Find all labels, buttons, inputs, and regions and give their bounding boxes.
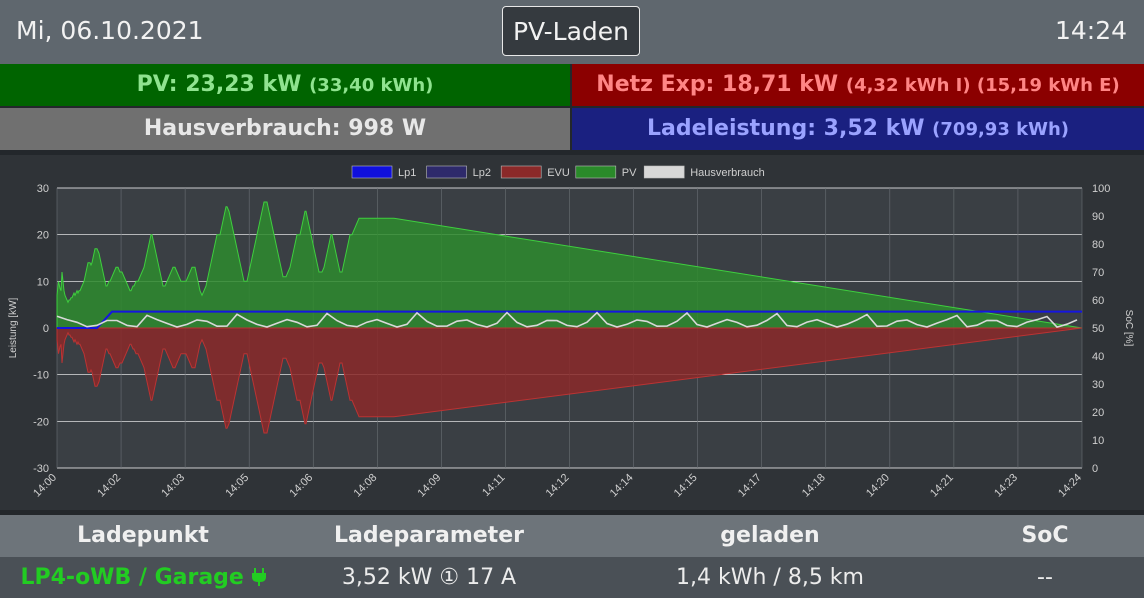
y-tick-right: 0 [1092,463,1098,475]
header-ladeparameter: Ladeparameter [334,523,524,548]
date-label: Mi, 06.10.2021 [16,16,204,45]
x-tick: 14:18 [800,472,828,500]
x-tick: 14:09 [416,472,444,500]
legend-swatch [351,165,393,179]
charged-amount: 1,4 kWh / 8,5 km [676,565,864,590]
power-chart-svg: 3020100-10-20-30100908070605040302010014… [8,165,1134,500]
y-tick-right: 20 [1092,407,1104,419]
legend-label: Hausverbrauch [690,167,765,179]
charging-power-tile: Ladeleistung: 3,52 kW (709,93 kWh) [572,108,1144,150]
power-chart: 30 20 10 0 -10 -20 -30 100 90 80 70 60 50 40 30 20 10 0 14… [0,155,1144,510]
chargepoint-table-header: Ladepunkt Ladeparameter geladen SoC [0,515,1144,557]
y-tick-right: 70 [1092,267,1104,279]
charge-mode-button[interactable]: PV-Laden [502,6,640,56]
x-tick: 14:14 [608,472,636,500]
header-geladen: geladen [720,523,820,548]
chargepoint-name-cell[interactable]: LP4-oWB / Garage [18,557,268,598]
legend-swatch [500,165,542,179]
y-axis-label-right: SoC [%] [1123,310,1134,347]
pv-energy: (33,40 kWh) [309,75,434,96]
y-tick-left: 30 [37,183,49,195]
x-tick: 14:00 [31,472,59,500]
x-tick: 14:02 [95,472,123,500]
x-tick: 14:03 [159,472,187,500]
header-bar: Mi, 06.10.2021 PV-Laden 14:24 [0,0,1144,64]
house-consumption-tile: Hausverbrauch: 998 W [0,108,570,150]
legend-swatch [643,165,685,179]
grid-energy: (4,32 kWh I) (15,19 kWh E) [845,75,1120,96]
header-ladepunkt: Ladepunkt [77,523,209,548]
x-tick: 14:05 [223,472,251,500]
x-tick: 14:21 [928,472,956,500]
legend-swatch [575,165,617,179]
chargepoint-name: LP4-oWB / Garage [20,565,244,590]
charging-power: Ladeleistung: 3,52 kW [646,116,925,141]
x-tick: 14:06 [287,472,315,500]
legend-label: Lp1 [398,167,416,179]
y-tick-right: 50 [1092,323,1104,335]
charge-parameters: 3,52 kW ① 17 A [341,565,517,590]
y-tick-right: 60 [1092,295,1104,307]
x-tick: 14:23 [992,472,1020,500]
x-tick: 14:15 [672,472,700,500]
x-tick: 14:11 [480,472,507,499]
y-tick-left: 0 [43,323,49,335]
y-tick-right: 40 [1092,351,1104,363]
plug-icon [251,565,266,590]
pv-tile: PV: 23,23 kW (33,40 kWh) [0,64,570,106]
y-tick-right: 100 [1092,183,1110,195]
legend-label: Lp2 [473,167,491,179]
charged-energy-total: (709,93 kWh) [932,119,1069,140]
house-consumption: Hausverbrauch: 998 W [143,116,427,141]
time-label: 14:24 [1054,16,1127,45]
x-tick: 14:24 [1056,472,1084,500]
chargepoint-row[interactable]: LP4-oWB / Garage 3,52 kW ① 17 A 1,4 kWh … [0,557,1144,598]
y-tick-left: -30 [33,463,49,475]
y-tick-right: 90 [1092,211,1104,223]
legend-swatch [426,165,467,179]
legend-label: EVU [547,167,570,179]
y-tick-left: -10 [33,370,49,382]
evu-area [56,327,1083,434]
x-tick: 14:17 [736,472,764,500]
y-tick-right: 80 [1092,239,1104,251]
y-tick-right: 10 [1092,435,1104,447]
y-tick-left: 10 [37,276,49,288]
x-tick: 14:12 [544,472,572,500]
grid-power: Netz Exp: 18,71 kW [596,72,839,97]
soc-value: -- [1037,565,1053,590]
pv-area [56,201,1083,329]
grid-tile: Netz Exp: 18,71 kW (4,32 kWh I) (15,19 k… [572,64,1144,106]
house-consumption-line [56,311,1078,329]
legend-label: PV [622,167,637,179]
y-tick-right: 30 [1092,379,1104,391]
y-axis-label-left: Leistung [kW] [8,297,19,358]
pv-power: PV: 23,23 kW [136,72,302,97]
y-tick-left: 20 [37,230,49,242]
x-tick: 14:08 [351,472,379,500]
x-tick: 14:20 [864,472,892,500]
header-soc: SoC [1021,523,1069,548]
y-tick-left: -20 [33,416,49,428]
